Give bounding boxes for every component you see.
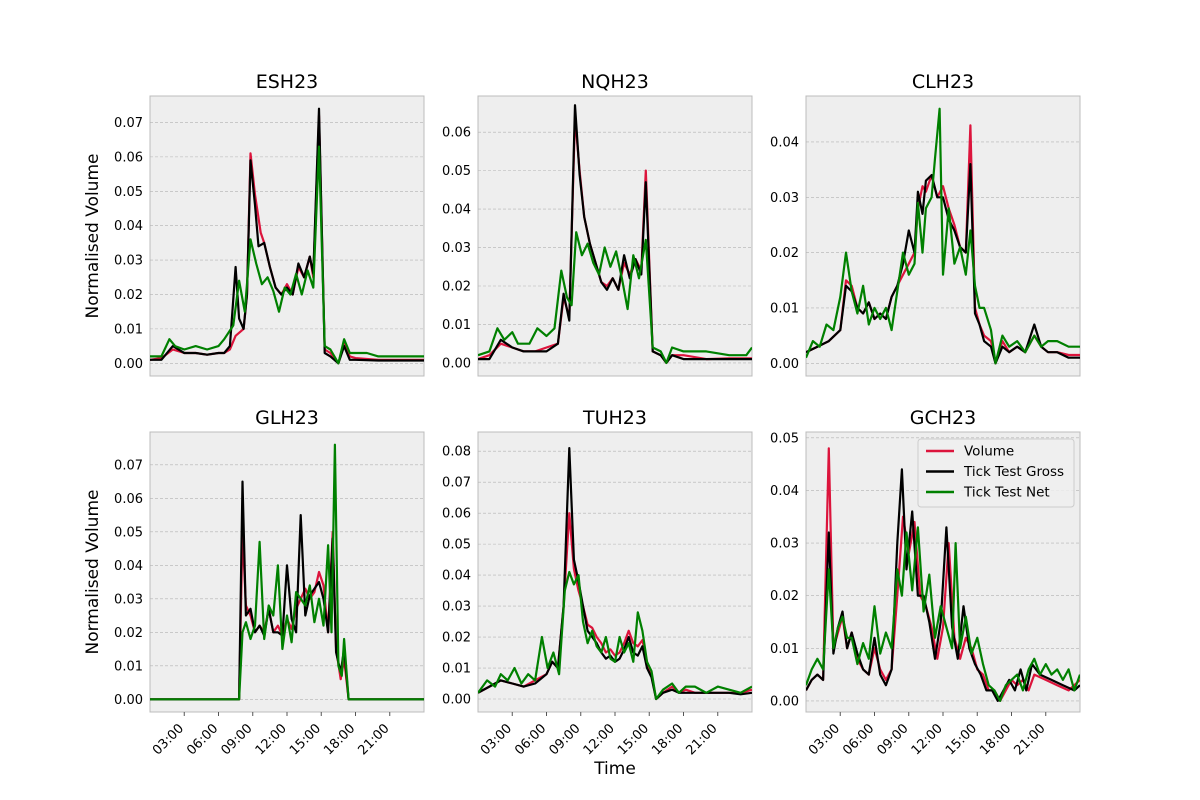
x-tick-label: 15:00 — [287, 721, 324, 758]
legend: Volume Tick Test Gross Tick Test Net — [917, 438, 1075, 508]
x-tick-label: 21:00 — [355, 721, 392, 758]
y-tick-label: 0.01 — [770, 642, 799, 657]
x-tick-label: 12:00 — [581, 721, 618, 758]
plot-area — [477, 431, 753, 713]
series-line-tick-test-net — [806, 107, 1080, 365]
plot-area — [149, 95, 425, 377]
plot-area — [477, 95, 753, 377]
y-tick-label: 0.03 — [442, 241, 471, 256]
y-axis-label: Normalised Volume — [83, 154, 103, 319]
y-tick-label: 0.01 — [442, 662, 471, 677]
y-tick-label: 0.06 — [114, 492, 143, 507]
x-tick-label: 09:00 — [546, 721, 583, 758]
series-line-tick-test-net — [478, 231, 752, 364]
y-tick-label: 0.07 — [114, 458, 143, 473]
y-tick-label: 0.05 — [114, 185, 143, 200]
y-tick-label: 0.01 — [114, 322, 143, 337]
y-tick-label: 0.03 — [770, 191, 799, 206]
y-tick-label: 0.02 — [114, 626, 143, 641]
series-line-tick-test-net — [478, 570, 752, 701]
subplot-glh23: 0.00 0.01 0.02 0.03 0.04 0.05 0.06 0.07 03:0006:… — [83, 407, 425, 758]
subplot-nqh23: 0.00 0.01 0.02 0.03 0.04 0.05 0.06 NQH23 — [442, 71, 753, 377]
subplot-clh23: 0.00 0.01 0.02 0.03 0.04 CLH23 — [770, 71, 1081, 377]
subplot-esh23: 0.00 0.01 0.02 0.03 0.04 0.05 0.06 0.07 ESH23 Nor… — [83, 71, 425, 377]
x-tick-label: 03:00 — [150, 721, 187, 758]
x-tick-label: 18:00 — [977, 721, 1014, 758]
x-tick-label: 06:00 — [840, 721, 877, 758]
y-axis-label: Normalised Volume — [83, 490, 103, 655]
y-tick-label: 0.07 — [114, 116, 143, 131]
x-tick-label: 09:00 — [874, 721, 911, 758]
y-tick-label: 0.08 — [442, 445, 471, 460]
x-tick-label: 21:00 — [1011, 721, 1048, 758]
series-line-tick-test-net — [806, 526, 1080, 702]
subplot-title: TUH23 — [582, 407, 647, 429]
y-tick-label: 0.02 — [442, 280, 471, 295]
x-tick-label: 06:00 — [512, 721, 549, 758]
x-tick-label: 21:00 — [683, 721, 720, 758]
subplot-title: NQH23 — [581, 71, 649, 93]
subplot-tuh23: 0.00 0.01 0.02 0.03 0.04 0.05 0.06 0.07 0.08 03:0… — [442, 407, 753, 779]
subplot-title: GLH23 — [255, 407, 319, 429]
y-tick-label: 0.02 — [442, 631, 471, 646]
legend-label: Volume — [964, 444, 1014, 460]
y-tick-label: 0.04 — [770, 484, 799, 499]
y-tick-label: 0.03 — [770, 537, 799, 552]
y-tick-label: 0.05 — [114, 525, 143, 540]
y-tick-label: 0.01 — [114, 659, 143, 674]
y-tick-label: 0.00 — [770, 694, 799, 709]
y-tick-label: 0.05 — [442, 538, 471, 553]
x-tick-label: 09:00 — [218, 721, 255, 758]
x-tick-label: 12:00 — [253, 721, 290, 758]
y-tick-label: 0.03 — [114, 254, 143, 269]
y-tick-label: 0.03 — [114, 592, 143, 607]
x-tick-label: 12:00 — [909, 721, 946, 758]
y-tick-label: 0.04 — [114, 559, 143, 574]
x-tick-label: 15:00 — [943, 721, 980, 758]
legend-box — [917, 438, 1075, 508]
x-tick-label: 03:00 — [806, 721, 843, 758]
x-tick-label: 03:00 — [478, 721, 515, 758]
y-tick-label: 0.05 — [442, 164, 471, 179]
y-tick-label: 0.00 — [114, 357, 143, 372]
legend-label: Tick Test Gross — [963, 464, 1064, 480]
y-tick-label: 0.06 — [442, 507, 471, 522]
y-tick-label: 0.00 — [114, 693, 143, 708]
y-tick-label: 0.06 — [114, 150, 143, 165]
y-tick-label: 0.04 — [114, 219, 143, 234]
y-tick-label: 0.04 — [770, 135, 799, 150]
x-tick-label: 06:00 — [184, 721, 221, 758]
series-line-tick-test-gross — [806, 163, 1080, 365]
y-tick-label: 0.04 — [442, 203, 471, 218]
y-tick-label: 0.02 — [770, 589, 799, 604]
y-tick-label: 0.03 — [442, 600, 471, 615]
y-tick-label: 0.01 — [770, 301, 799, 316]
y-tick-label: 0.07 — [442, 476, 471, 491]
y-tick-label: 0.00 — [770, 357, 799, 372]
x-tick-label: 15:00 — [615, 721, 652, 758]
x-tick-label: 18:00 — [649, 721, 686, 758]
y-tick-label: 0.01 — [442, 318, 471, 333]
y-tick-label: 0.05 — [770, 431, 799, 446]
series-line-tick-test-gross — [806, 468, 1080, 702]
subplot-title: CLH23 — [912, 71, 974, 93]
y-tick-label: 0.02 — [770, 246, 799, 261]
subplot-title: GCH23 — [910, 407, 976, 429]
subplot-title: ESH23 — [256, 71, 319, 93]
y-tick-label: 0.02 — [114, 288, 143, 303]
series-line-tick-test-net — [150, 145, 424, 365]
y-tick-label: 0.06 — [442, 126, 471, 141]
legend-label: Tick Test Net — [963, 485, 1050, 501]
series-line-tick-test-net — [150, 443, 424, 701]
series-line-tick-test-gross — [478, 447, 752, 701]
y-tick-label: 0.04 — [442, 569, 471, 584]
y-tick-label: 0.00 — [442, 356, 471, 371]
x-tick-label: 18:00 — [321, 721, 358, 758]
x-axis-label: Time — [593, 759, 636, 779]
y-tick-label: 0.00 — [442, 692, 471, 707]
